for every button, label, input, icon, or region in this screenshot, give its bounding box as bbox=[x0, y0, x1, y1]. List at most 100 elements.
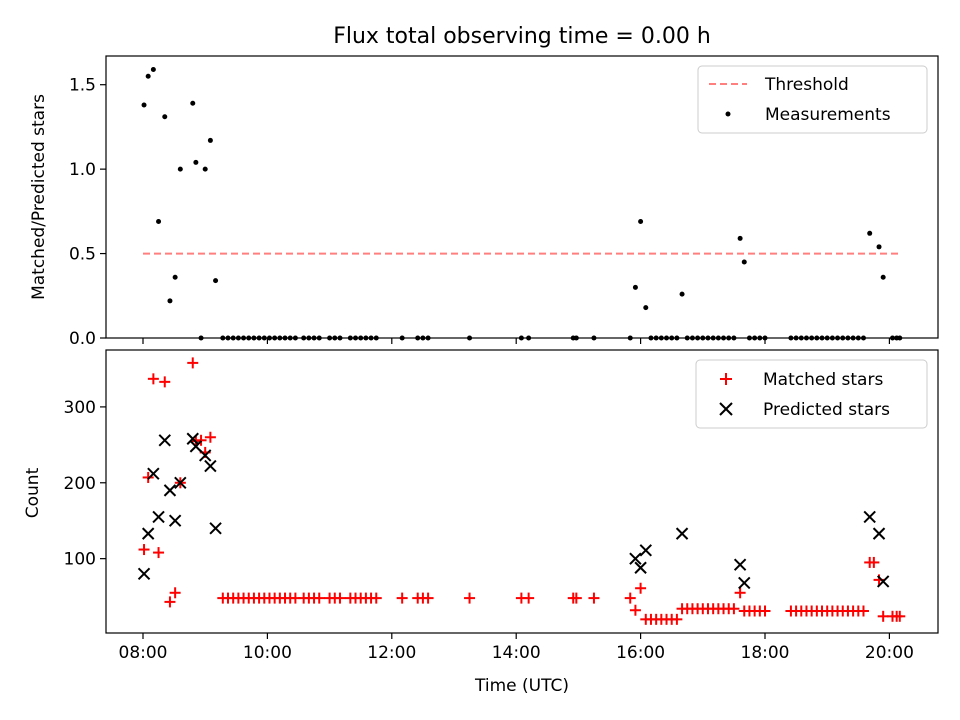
matched-stars-point bbox=[759, 605, 771, 617]
matched-stars-point bbox=[422, 592, 434, 604]
measurement-point bbox=[741, 259, 747, 265]
chart-title: Flux total observing time = 0.00 h bbox=[333, 24, 711, 49]
matched-stars-point bbox=[868, 556, 880, 568]
predicted-stars-point bbox=[733, 558, 747, 571]
predicted-stars-point bbox=[872, 527, 886, 540]
measurement-point bbox=[880, 274, 886, 280]
legend-frame bbox=[695, 359, 928, 429]
y-tick-label: 300 bbox=[64, 398, 96, 418]
legend-predicted-swatch bbox=[719, 402, 733, 416]
y-tick-label: 0.0 bbox=[69, 329, 96, 349]
measurement-point bbox=[207, 137, 213, 143]
bottom-panel: 100 200 300 08:00 10:00 12:00 14:00 16:00 18:00… bbox=[23, 349, 939, 696]
bottom-panel-x-ticks: 08:00 10:00 12:00 14:00 16:00 18:00 20:00 bbox=[119, 633, 914, 663]
matched-stars-point bbox=[164, 596, 176, 608]
matched-stars-point bbox=[147, 373, 159, 385]
predicted-stars-point bbox=[738, 576, 751, 590]
bottom-panel-frame bbox=[105, 349, 939, 634]
top-panel-x-ticks bbox=[142, 338, 891, 344]
measurement-point bbox=[167, 298, 173, 304]
legend-measurements-swatch bbox=[725, 111, 731, 117]
y-tick-label: 200 bbox=[64, 474, 96, 494]
measurement-point bbox=[876, 244, 882, 250]
top-panel-y-ticks: 0.0 0.5 1.0 1.5 bbox=[69, 76, 106, 349]
legend-measurements-label: Measurements bbox=[765, 105, 891, 125]
measurement-point bbox=[150, 67, 156, 73]
predicted-stars-point bbox=[876, 575, 890, 588]
predicted-stars-point bbox=[152, 510, 165, 524]
matched-stars-point bbox=[159, 376, 171, 388]
matched-stars-point bbox=[334, 592, 346, 604]
predicted-stars-point bbox=[675, 527, 689, 540]
top-panel-legend: Threshold Measurements bbox=[697, 65, 928, 134]
matched-stars-point bbox=[187, 357, 199, 369]
measurement-point bbox=[145, 73, 151, 79]
predicted-stars-point bbox=[209, 522, 222, 535]
measurement-point bbox=[638, 218, 644, 224]
matched-stars-point bbox=[195, 434, 207, 446]
predicted-stars-point bbox=[168, 514, 182, 527]
predicted-stars-point bbox=[147, 467, 160, 480]
predicted-stars-point bbox=[629, 552, 642, 565]
x-tick-label: 16:00 bbox=[616, 643, 665, 663]
legend-threshold-label: Threshold bbox=[764, 75, 849, 95]
x-tick-label: 14:00 bbox=[492, 643, 541, 663]
measurement-point bbox=[643, 305, 649, 311]
predicted-stars-point bbox=[634, 561, 647, 574]
legend-matched-label: Matched stars bbox=[763, 370, 883, 390]
measurement-point bbox=[177, 166, 183, 172]
y-tick-label: 0.5 bbox=[69, 245, 96, 265]
measurement-point bbox=[737, 235, 743, 241]
matched-stars-point bbox=[857, 605, 869, 617]
matched-stars-point bbox=[728, 603, 740, 615]
matched-stars-point bbox=[624, 592, 636, 604]
matched-stars-point bbox=[734, 587, 746, 599]
predicted-stars-point bbox=[137, 567, 151, 581]
measurement-point bbox=[202, 166, 208, 172]
measurement-point bbox=[213, 278, 219, 284]
predicted-stars-point bbox=[189, 440, 203, 453]
measurement-point bbox=[141, 102, 147, 108]
measurement-point bbox=[172, 274, 178, 280]
x-tick-label: 20:00 bbox=[865, 643, 914, 663]
matched-stars-point bbox=[396, 592, 408, 604]
x-tick-label: 18:00 bbox=[741, 643, 790, 663]
matched-stars-point bbox=[204, 431, 216, 443]
x-axis-label: Time (UTC) bbox=[474, 676, 569, 696]
predicted-stars-point bbox=[639, 544, 652, 557]
bottom-panel-y-ticks: 100 200 300 bbox=[64, 398, 106, 570]
matched-stars-point bbox=[629, 604, 641, 616]
bottom-panel-marks bbox=[137, 357, 906, 625]
measurement-point bbox=[632, 284, 638, 290]
bottom-panel-legend: Matched stars Predicted stars bbox=[695, 359, 928, 429]
predicted-stars-point bbox=[158, 434, 171, 447]
matched-stars-point bbox=[588, 592, 600, 604]
matched-stars-point bbox=[635, 582, 647, 594]
matched-stars-point bbox=[894, 610, 906, 622]
matched-stars-point bbox=[523, 592, 535, 604]
top-panel: 0.0 0.5 1.0 1.5 Matched/Predicted stars Thr… bbox=[29, 55, 939, 349]
matched-stars-point bbox=[570, 592, 582, 604]
matched-stars-point bbox=[138, 544, 150, 556]
predicted-stars-point bbox=[174, 476, 187, 489]
matched-stars-point bbox=[464, 592, 476, 604]
legend-predicted-label: Predicted stars bbox=[763, 400, 890, 420]
measurement-point bbox=[162, 114, 168, 120]
top-panel-y-axis-label: Matched/Predicted stars bbox=[29, 94, 49, 300]
y-tick-label: 1.0 bbox=[69, 160, 96, 180]
x-tick-label: 08:00 bbox=[119, 643, 168, 663]
measurement-point bbox=[867, 230, 873, 236]
y-tick-label: 1.5 bbox=[69, 76, 96, 96]
predicted-stars-point bbox=[163, 484, 177, 497]
predicted-stars-point bbox=[141, 527, 155, 540]
predicted-stars-point bbox=[198, 449, 212, 462]
measurement-point bbox=[679, 291, 685, 297]
matched-stars-point bbox=[671, 613, 683, 625]
top-panel-frame bbox=[105, 55, 939, 339]
measurement-point bbox=[156, 218, 162, 224]
matched-stars-point bbox=[370, 592, 382, 604]
predicted-stars-point bbox=[186, 432, 199, 445]
bottom-panel-y-axis-label: Count bbox=[23, 467, 43, 518]
matched-stars-point bbox=[313, 592, 325, 604]
